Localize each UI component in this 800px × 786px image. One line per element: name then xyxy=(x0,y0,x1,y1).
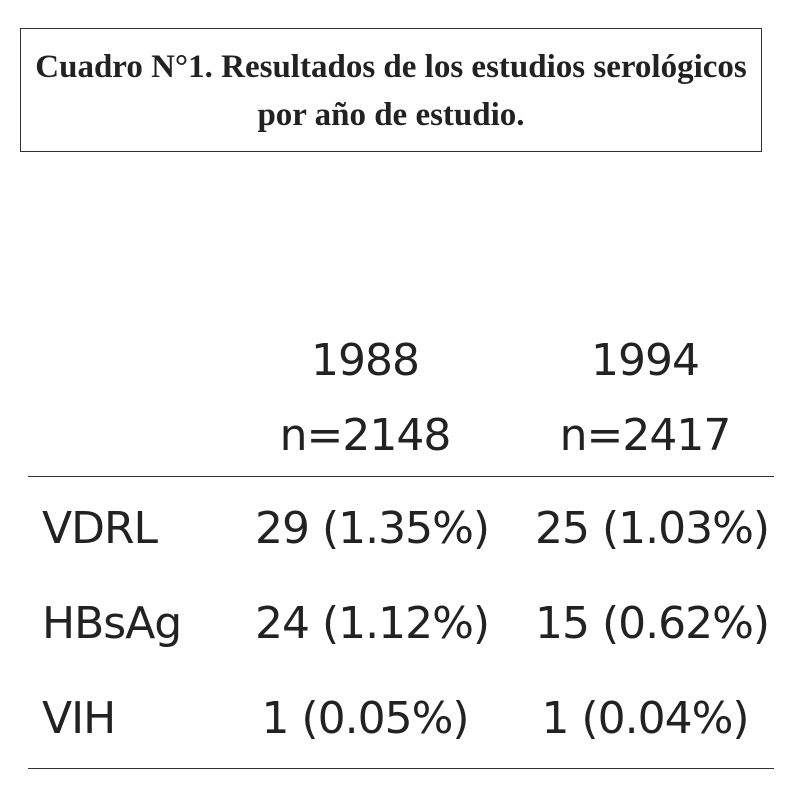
title-line: por año de estudio. xyxy=(257,97,525,133)
title-line: Cuadro N°1. Resultados de los estudios s… xyxy=(35,49,747,85)
cell: 1 (0.05%) xyxy=(261,693,469,744)
row-label: HBsAg xyxy=(42,598,182,649)
rule xyxy=(28,768,774,769)
title-box: Cuadro N°1. Resultados de los estudios s… xyxy=(20,28,762,152)
cell: 15 (0.62%) xyxy=(535,598,770,649)
column-year: 1994 xyxy=(591,335,700,386)
column-n: n=2148 xyxy=(279,410,452,461)
column-year: 1988 xyxy=(311,335,420,386)
cell: 25 (1.03%) xyxy=(535,503,770,554)
column-n: n=2417 xyxy=(559,410,732,461)
cell: 1 (0.04%) xyxy=(541,693,749,744)
cell: 29 (1.35%) xyxy=(255,503,490,554)
rule xyxy=(28,476,774,477)
row-label: VIH xyxy=(42,693,116,744)
row-label: VDRL xyxy=(42,503,158,554)
cell: 24 (1.12%) xyxy=(255,598,490,649)
